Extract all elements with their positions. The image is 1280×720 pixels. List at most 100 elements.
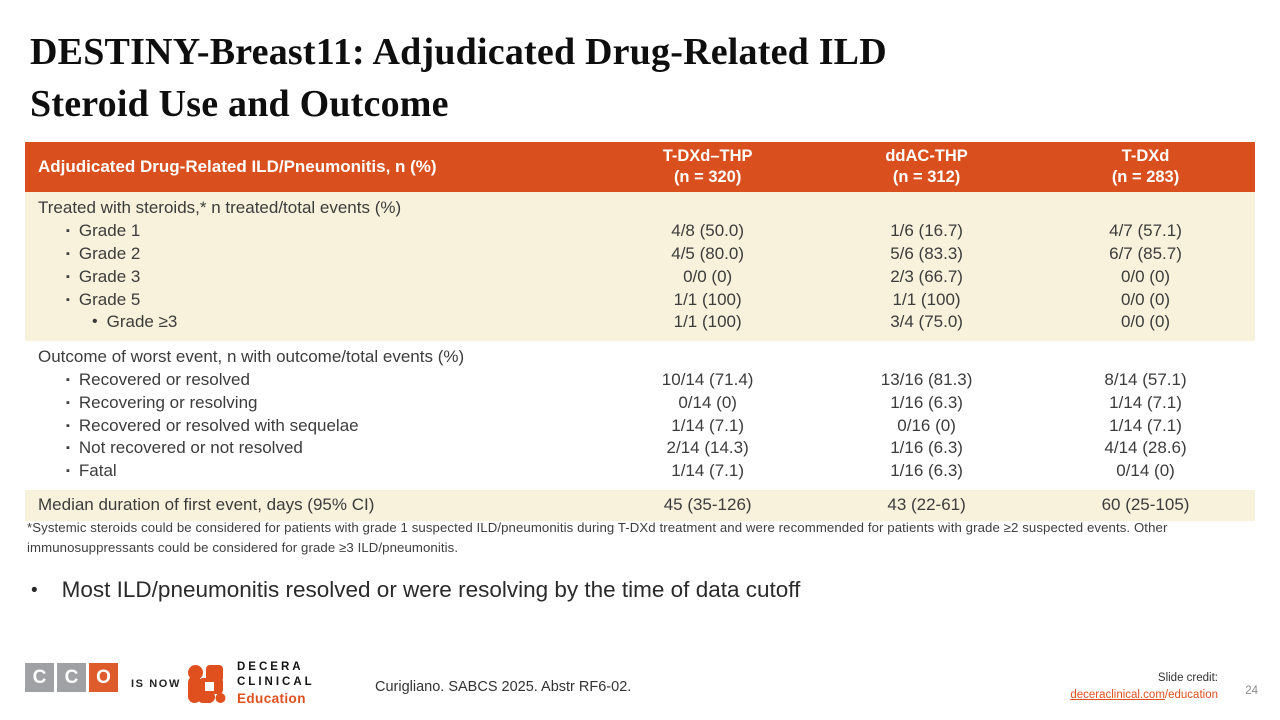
cell-value: 43 (22-61) [887, 495, 966, 515]
cell-value: 1/1 (100) [673, 289, 742, 309]
cell-value: 5/6 (83.3) [890, 243, 963, 263]
square-bullet-icon: ▪ [66, 396, 70, 409]
row-label: ▪ Recovering or resolving [25, 393, 598, 413]
cell-value: 13/16 (81.3) [880, 369, 973, 389]
decera-logo: DECERA CLINICAL Education [187, 660, 315, 707]
row-label-text: Median duration of first event, days (95… [38, 495, 375, 515]
table-row: Median duration of first event, days (95… [25, 493, 1255, 518]
table-row: Outcome of worst event, n with outcome/t… [25, 346, 1255, 369]
row-label-text: Recovered or resolved with sequelae [78, 415, 359, 435]
cell-value: 4/8 (50.0) [671, 221, 745, 241]
table-section: Median duration of first event, days (95… [25, 489, 1255, 521]
cell-value: 8/14 (57.1) [1104, 369, 1187, 389]
decera-wordmark: DECERA CLINICAL Education [237, 660, 315, 707]
table-body: Treated with steroids,* n treated/total … [25, 192, 1255, 521]
table-row: ▪ Recovered or resolved with sequelae 1/14… [25, 414, 1255, 437]
slide-credit-link-path[interactable]: /education [1164, 688, 1218, 701]
table-section: Treated with steroids,* n treated/total … [25, 192, 1255, 341]
cell-value: 1/6 (16.7) [890, 221, 963, 241]
is-now-label: IS NOW [131, 678, 181, 690]
cell-value: 1/16 (6.3) [890, 438, 963, 458]
cco-letter-o: O [89, 663, 118, 692]
row-label: Treated with steroids,* n treated/total … [25, 198, 598, 218]
cell-value: 0/14 (0) [1116, 461, 1175, 481]
col-title: T-DXd–THP [662, 147, 753, 166]
row-label-text: Fatal [78, 461, 117, 481]
row-label-text: Grade 2 [78, 243, 141, 263]
cell-value: 4/5 (80.0) [671, 243, 745, 263]
cell-value: 4/7 (57.1) [1109, 221, 1182, 241]
table-header-col-ddac-thp: ddAC-THP (n = 312) [817, 146, 1036, 187]
cco-letter-c1: C [25, 663, 54, 692]
cell-value: 6/7 (85.7) [1109, 243, 1182, 263]
cco-logo: C C O [25, 663, 118, 692]
table-header-label: Adjudicated Drug-Related ILD/Pneumonitis… [38, 157, 437, 176]
cell-value: 2/14 (14.3) [666, 438, 749, 458]
cell-value: 0/0 (0) [1120, 289, 1171, 309]
slide-title-line2: Steroid Use and Outcome [30, 83, 449, 126]
square-bullet-icon: ▪ [66, 225, 70, 238]
circle-bullet-icon: • [92, 313, 98, 331]
cell-value: 60 (25-105) [1101, 495, 1190, 515]
table-row: ▪ Grade 3 0/0 (0) 2/3 (66.7) 0/0 (0) [25, 265, 1255, 288]
table-row: ▪ Recovered or resolved 10/14 (71.4) 13/16 … [25, 369, 1255, 392]
cell-value: 1/16 (6.3) [890, 392, 963, 412]
row-label: Median duration of first event, days (95… [25, 495, 598, 515]
cell-value: 2/3 (66.7) [890, 266, 963, 286]
table-header: Adjudicated Drug-Related ILD/Pneumonitis… [25, 142, 1255, 192]
cell-value: 1/14 (7.1) [671, 461, 745, 481]
row-label-text: Grade 1 [78, 221, 141, 241]
table-row: ▪ Grade 1 4/8 (50.0) 1/6 (16.7) 4/7 (57.1) [25, 220, 1255, 243]
row-label: • Grade ≥3 [25, 312, 598, 332]
decera-line3: Education [237, 690, 306, 706]
table-header-col-tdxd: T-DXd (n = 283) [1036, 146, 1255, 187]
row-label: ▪ Fatal [25, 461, 598, 481]
square-bullet-icon: ▪ [66, 247, 70, 260]
takeaway-text: Most ILD/pneumonitis resolved or were re… [61, 577, 801, 602]
slide-credit-link-domain[interactable]: deceraclinical.com [1070, 688, 1165, 701]
decera-mark-icon [188, 664, 226, 703]
page-number: 24 [1245, 685, 1258, 697]
slide-title-line1: DESTINY-Breast11: Adjudicated Drug-Relat… [30, 31, 887, 73]
row-label-text: Outcome of worst event, n with outcome/t… [38, 347, 465, 367]
row-label: Outcome of worst event, n with outcome/t… [25, 347, 598, 367]
cell-value: 0/14 (0) [678, 392, 737, 412]
square-bullet-icon: ▪ [66, 465, 70, 478]
row-label-text: Recovered or resolved [78, 369, 250, 389]
row-label: ▪ Grade 5 [25, 290, 598, 310]
cell-value: 1/16 (6.3) [890, 461, 963, 481]
cell-value: 1/14 (7.1) [671, 415, 745, 435]
slide-credit-link[interactable]: deceraclinical.com/education [1070, 687, 1218, 704]
cell-value: 0/16 (0) [897, 415, 956, 435]
decera-line2: CLINICAL [237, 675, 315, 688]
data-table: Adjudicated Drug-Related ILD/Pneumonitis… [25, 142, 1255, 521]
cell-value: 1/14 (7.1) [1109, 415, 1182, 435]
cell-value: 4/14 (28.6) [1104, 438, 1187, 458]
row-label-text: Grade ≥3 [106, 312, 178, 332]
row-label: ▪ Not recovered or not resolved [25, 438, 598, 458]
col-n: (n = 320) [673, 168, 742, 186]
square-bullet-icon: ▪ [66, 442, 70, 455]
row-label-text: Recovering or resolving [78, 392, 258, 412]
table-section: Outcome of worst event, n with outcome/t… [25, 340, 1255, 490]
col-title: ddAC-THP [885, 147, 968, 166]
row-label: ▪ Recovered or resolved with sequelae [25, 416, 598, 436]
cell-value: 45 (35-126) [663, 495, 752, 515]
col-title: T-DXd [1121, 147, 1170, 166]
cco-letter-c2: C [57, 663, 86, 692]
decera-line1: DECERA [237, 661, 304, 673]
col-n: (n = 283) [1111, 168, 1180, 186]
square-bullet-icon: ▪ [66, 270, 70, 283]
takeaway-bullet: • Most ILD/pneumonitis resolved or were … [31, 577, 800, 603]
bullet-icon: • [31, 580, 38, 601]
table-row: Treated with steroids,* n treated/total … [25, 197, 1255, 220]
table-row: ▪ Not recovered or not resolved 2/14 (14.3… [25, 437, 1255, 460]
cell-value: 0/0 (0) [683, 266, 733, 286]
row-label: ▪ Grade 1 [25, 221, 598, 241]
table-row: ▪ Fatal 1/14 (7.1) 1/16 (6.3) 0/14 (0) [25, 460, 1255, 483]
cell-value: 1/14 (7.1) [1109, 392, 1182, 412]
slide-title: DESTINY-Breast11: Adjudicated Drug-Relat… [30, 26, 1130, 131]
table-row: ▪ Grade 5 1/1 (100) 1/1 (100) 0/0 (0) [25, 288, 1255, 311]
square-bullet-icon: ▪ [66, 293, 70, 306]
